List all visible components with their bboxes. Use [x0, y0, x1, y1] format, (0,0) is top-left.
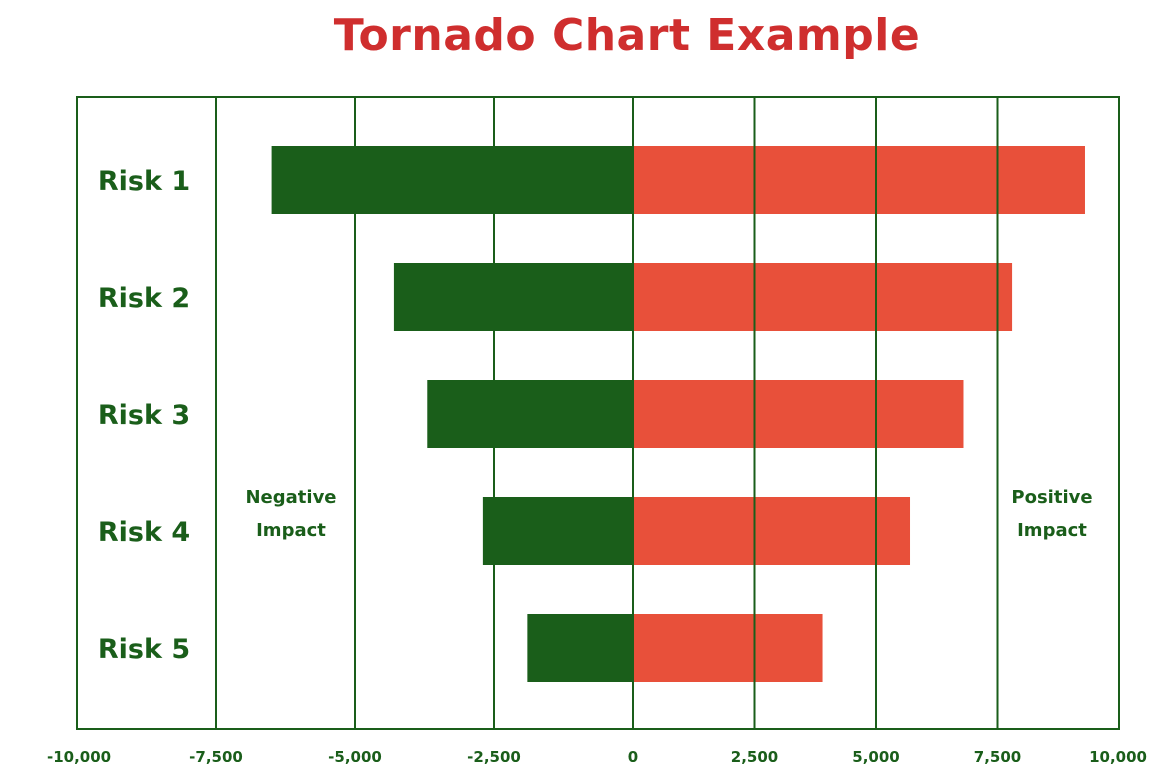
category-label-3: Risk 3	[98, 400, 190, 431]
category-label-1: Risk 1	[98, 166, 190, 197]
negative-impact-label-line1: Negative	[245, 487, 336, 508]
negative-bar-2	[393, 263, 633, 331]
x-tick-label-3: -5,000	[328, 748, 382, 766]
x-tick-label-5: 0	[628, 748, 638, 766]
chart-title: Tornado Chart Example	[333, 10, 921, 61]
negative-bar-4	[482, 497, 633, 565]
x-tick-label-6: 2,500	[731, 748, 778, 766]
x-tick-labels: -10,000 -7,500 -5,000 -2,500 0 2,500 5,000 7,50…	[47, 748, 1147, 766]
x-tick-label-8: 7,500	[974, 748, 1021, 766]
positive-bar-4	[633, 497, 911, 565]
x-tick-label-9: 10,000	[1089, 748, 1147, 766]
positive-impact-label-line2: Impact	[1017, 520, 1087, 541]
positive-impact-label-line1: Positive	[1011, 487, 1092, 508]
x-tick-label-2: -7,500	[189, 748, 243, 766]
positive-bar-3	[633, 380, 964, 448]
bars-layer	[271, 146, 1085, 682]
category-label-2: Risk 2	[98, 283, 190, 314]
category-label-4: Risk 4	[98, 517, 190, 548]
x-tick-label-4: -2,500	[467, 748, 521, 766]
positive-bar-5	[633, 614, 823, 682]
plot-frame	[76, 96, 1120, 730]
positive-bar-2	[633, 263, 1013, 331]
grid-layer	[76, 96, 1120, 730]
category-labels: Risk 1 Risk 2 Risk 3 Risk 4 Risk 5	[98, 166, 190, 665]
negative-bar-5	[527, 614, 633, 682]
x-tick-label-1: -10,000	[47, 748, 111, 766]
positive-bar-1	[633, 146, 1085, 214]
negative-bar-3	[427, 380, 633, 448]
negative-impact-label-line2: Impact	[256, 520, 326, 541]
negative-bar-1	[271, 146, 633, 214]
x-tick-label-7: 5,000	[852, 748, 899, 766]
category-label-5: Risk 5	[98, 634, 190, 665]
